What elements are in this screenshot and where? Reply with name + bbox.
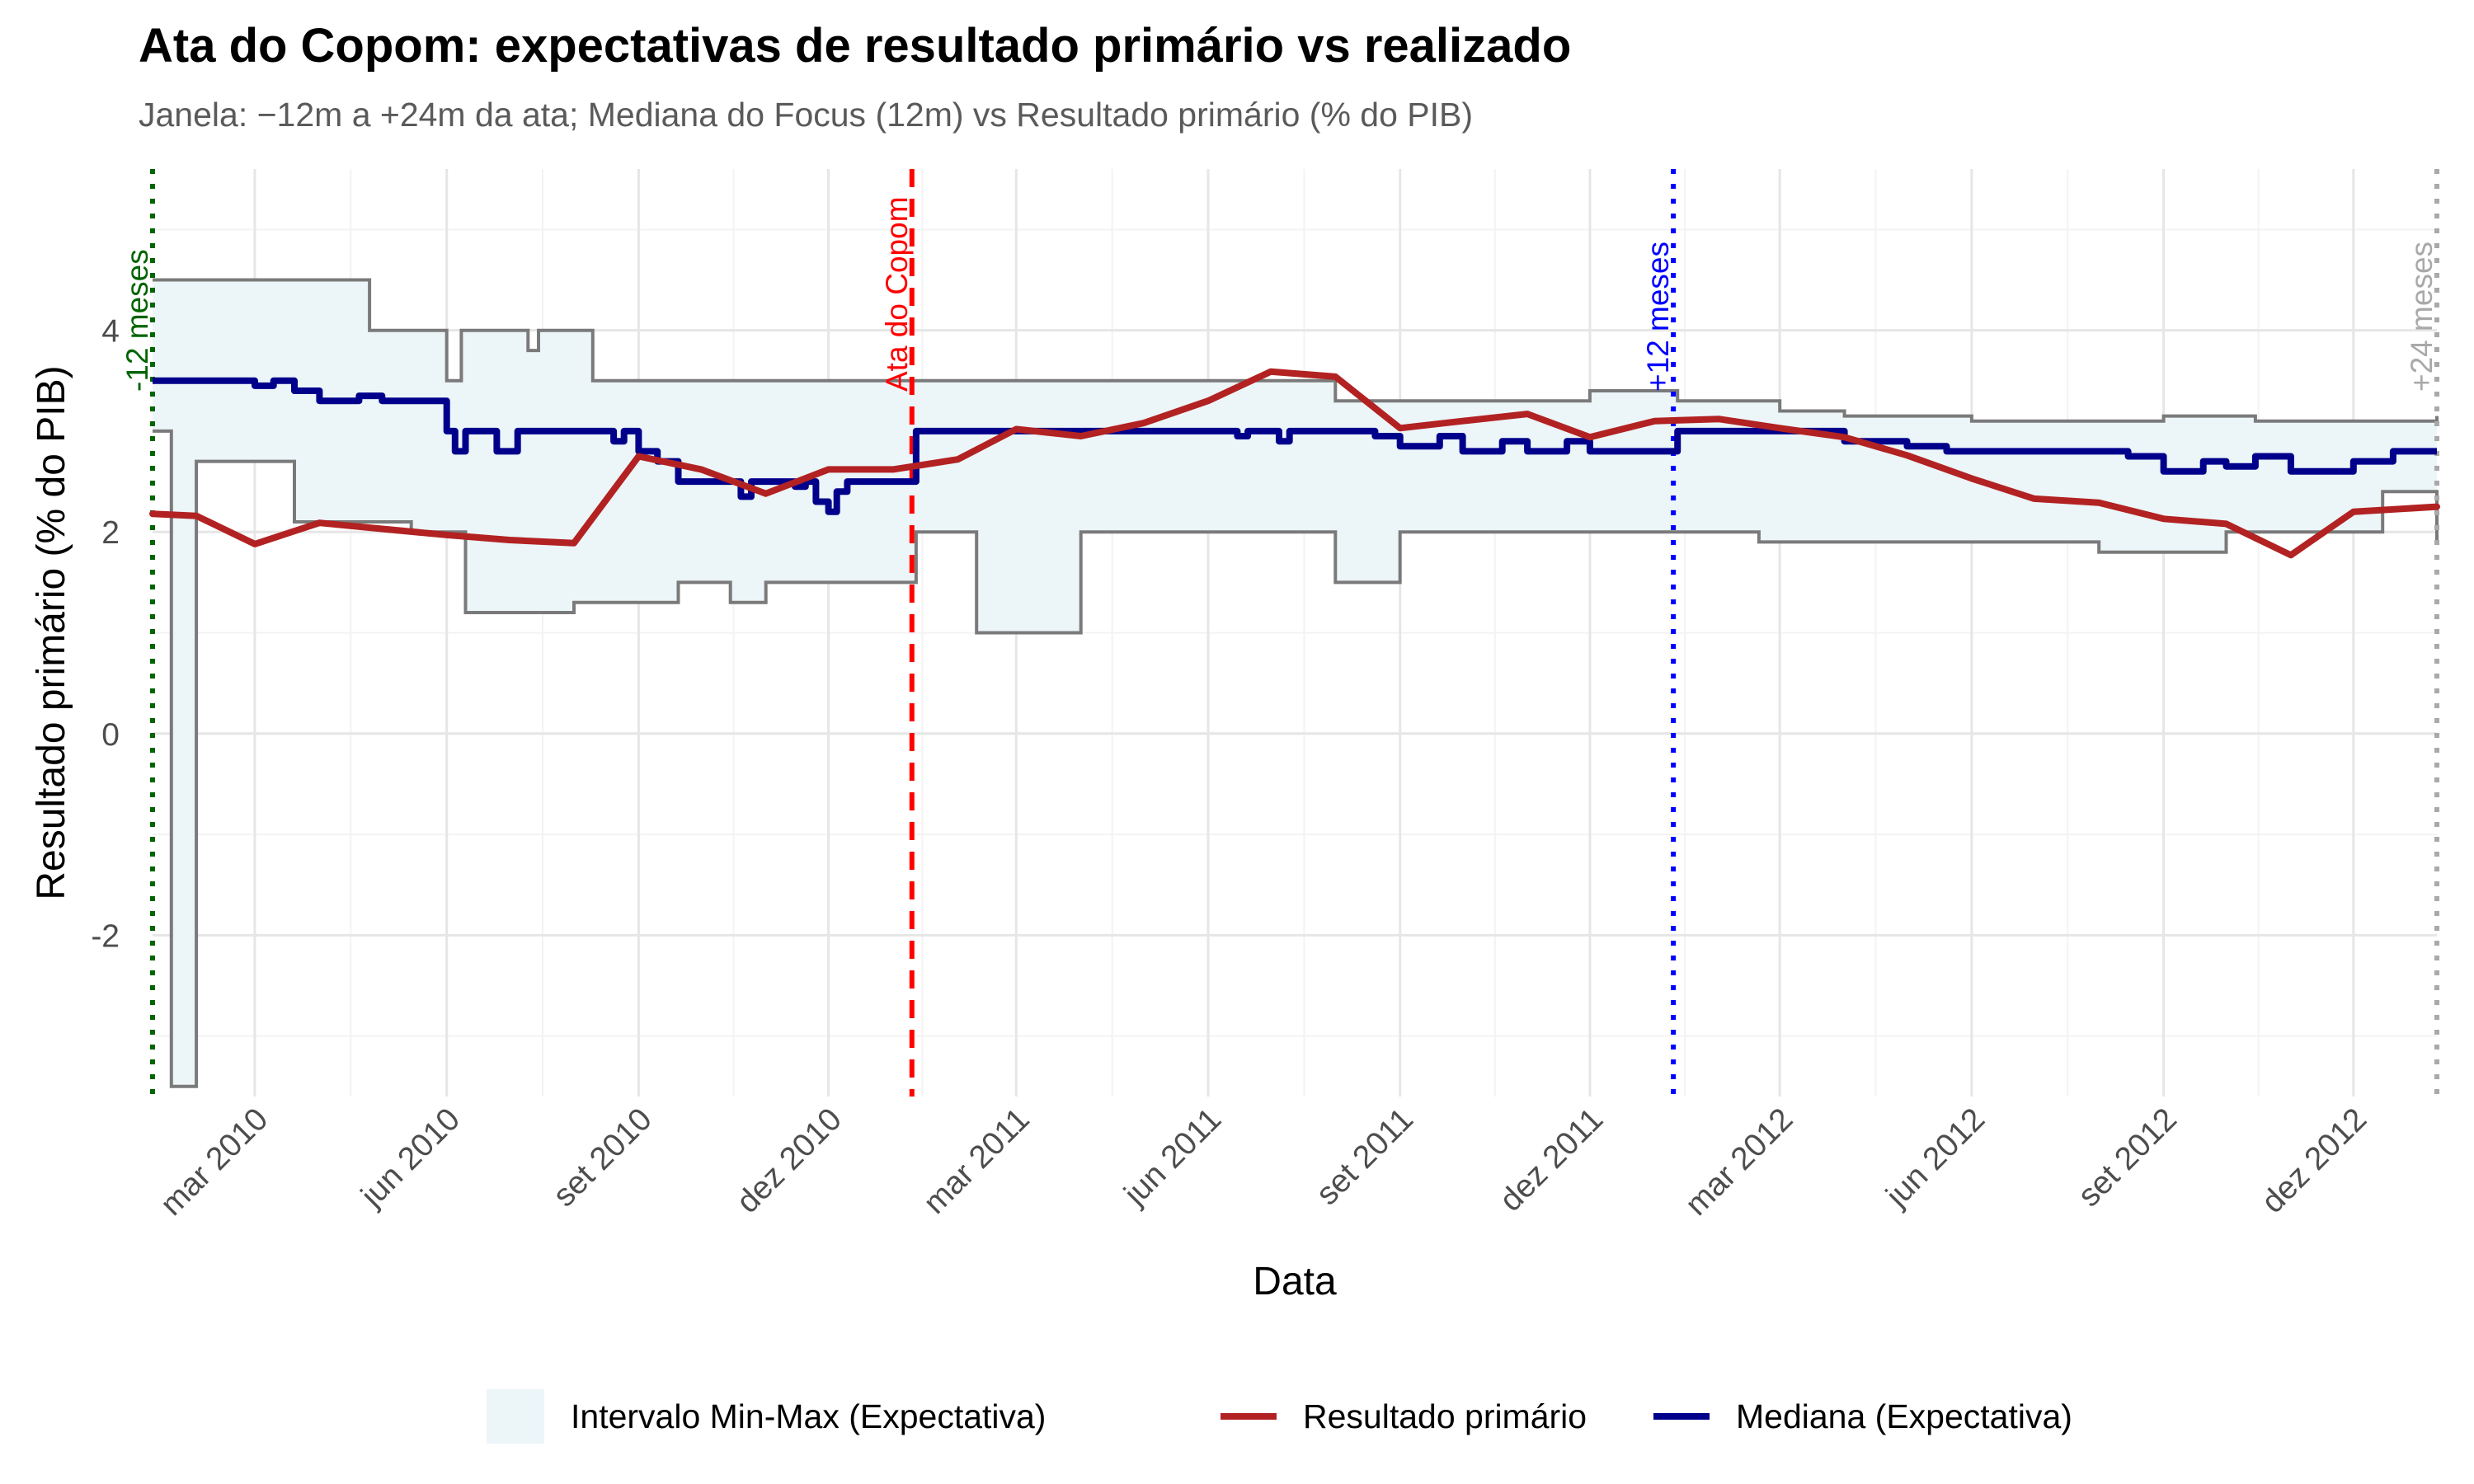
range-upper-line (153, 278, 2439, 423)
x-tick-label: jun 2010 (354, 1101, 467, 1214)
x-tick-label: mar 2011 (917, 1101, 1037, 1221)
median-line (153, 377, 2437, 515)
legend-swatch-range (487, 1389, 544, 1444)
actual-line (149, 368, 2440, 559)
range-band (153, 278, 2439, 1088)
x-tick-label: set 2011 (1310, 1101, 1420, 1212)
reference-line-label: -12 meses (120, 249, 154, 392)
legend-item-actual: Resultado primário (1221, 1385, 1587, 1448)
chart-title: Ata do Copom: expectativas de resultado … (139, 19, 1572, 73)
y-tick-label: 4 (101, 314, 120, 350)
reference-line-label: +24 meses (2405, 242, 2439, 392)
reference-lines: -12 meses Ata do Copom +12 meses +24 meses (120, 169, 2439, 1097)
chart-subtitle: Janela: −12m a +24m da ata; Mediana do F… (139, 96, 1474, 134)
series-lines (149, 368, 2440, 559)
legend: Intervalo Min-Max (Expectativa) Resultad… (0, 1385, 2474, 1451)
x-tick-label: dez 2011 (1493, 1101, 1610, 1219)
x-tick-label: mar 2010 (153, 1101, 275, 1223)
legend-item-median: Mediana (Expectativa) (1653, 1385, 2072, 1448)
reference-line-label: +12 meses (1641, 242, 1675, 392)
x-tick-label: jun 2011 (1117, 1101, 1229, 1213)
x-tick-label: set 2010 (547, 1101, 659, 1214)
legend-label-actual: Resultado primário (1303, 1397, 1587, 1435)
y-axis-title: Resultado primário (% do PIB) (30, 365, 73, 899)
x-axis-title: Data (1253, 1260, 1337, 1303)
x-tick-label: set 2012 (2072, 1101, 2184, 1214)
x-tick-label: dez 2010 (730, 1101, 849, 1220)
x-tick-label: mar 2012 (1679, 1101, 1800, 1223)
legend-label-range: Intervalo Min-Max (Expectativa) (571, 1397, 1047, 1435)
x-tick-label: dez 2012 (2255, 1101, 2373, 1220)
x-tick-label: jun 2012 (1879, 1101, 1992, 1214)
reference-line-label: Ata do Copom (880, 196, 914, 392)
y-tick-label: 2 (101, 515, 120, 551)
legend-item-range: Intervalo Min-Max (Expectativa) (487, 1385, 1046, 1448)
y-tick-label: 0 (101, 717, 120, 753)
y-tick-label: -2 (91, 918, 120, 954)
grid-lines (153, 169, 2437, 1097)
legend-label-median: Mediana (Expectativa) (1736, 1397, 2072, 1435)
range-lower-line (153, 429, 2439, 1088)
range-band-area (153, 279, 2437, 1087)
legend-swatch-actual (1221, 1413, 1277, 1420)
legend-swatch-median (1653, 1413, 1710, 1420)
